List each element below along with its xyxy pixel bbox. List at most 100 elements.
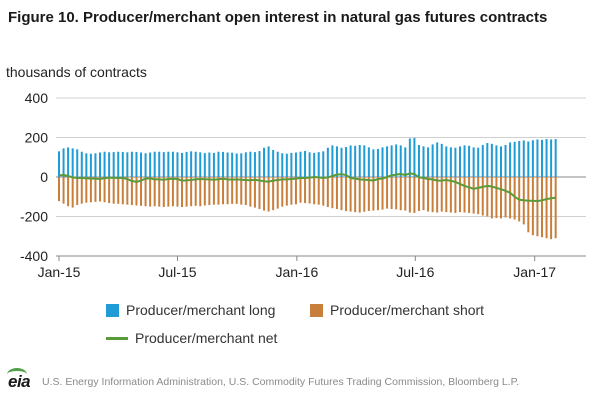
- bar-long: [89, 153, 92, 177]
- bar-short: [167, 177, 170, 207]
- bar-long: [518, 141, 521, 177]
- bar-short: [217, 177, 220, 205]
- bar-long: [67, 147, 70, 177]
- bar-long: [390, 145, 393, 177]
- bar-long: [481, 145, 484, 177]
- bar-long: [99, 152, 102, 177]
- bar-long: [240, 153, 243, 177]
- bar-long: [399, 145, 402, 177]
- bar-long: [376, 148, 379, 177]
- bar-long: [358, 145, 361, 177]
- y-tick-label: -200: [20, 209, 48, 225]
- bar-long: [71, 148, 74, 177]
- legend-long-label: Producer/merchant long: [126, 302, 276, 318]
- bar-long: [276, 151, 279, 177]
- bar-short: [222, 177, 225, 205]
- bar-long: [431, 144, 434, 177]
- legend-short-label: Producer/merchant short: [330, 302, 485, 318]
- bar-long: [203, 153, 206, 177]
- bar-short: [381, 177, 384, 210]
- bar-short: [404, 177, 407, 211]
- bar-long: [326, 147, 329, 177]
- bar-short: [481, 177, 484, 216]
- bar-short: [527, 177, 530, 233]
- bar-long: [235, 153, 238, 177]
- bar-long: [540, 139, 543, 177]
- x-tick-label: Jan-15: [38, 264, 81, 280]
- bar-long: [112, 152, 115, 177]
- bar-long: [395, 144, 398, 177]
- bar-short: [367, 177, 370, 211]
- bar-long: [217, 151, 220, 177]
- bar-short: [94, 177, 97, 202]
- bar-short: [249, 177, 252, 207]
- bar-short: [427, 177, 430, 212]
- bar-long: [404, 147, 407, 177]
- bar-short: [290, 177, 293, 205]
- bar-long: [158, 151, 161, 177]
- bar-short: [304, 177, 307, 204]
- bar-short: [258, 177, 261, 209]
- bar-short: [463, 177, 466, 213]
- bar-long: [281, 153, 284, 177]
- bar-long: [190, 151, 193, 177]
- bar-short: [340, 177, 343, 211]
- bar-short: [108, 177, 111, 204]
- bar-short: [540, 177, 543, 238]
- bar-short: [149, 177, 152, 207]
- bar-long: [445, 146, 448, 177]
- bar-short: [212, 177, 215, 205]
- bar-short: [85, 177, 88, 203]
- bar-long: [313, 152, 316, 177]
- bar-long: [226, 152, 229, 177]
- eia-logo: eia: [7, 368, 31, 392]
- bar-short: [468, 177, 471, 213]
- bar-short: [62, 177, 65, 204]
- bar-long: [536, 139, 539, 177]
- bar-short: [130, 177, 133, 206]
- bar-long: [162, 152, 165, 177]
- bar-long: [181, 152, 184, 177]
- bar-long: [149, 152, 152, 177]
- bar-short: [226, 177, 229, 205]
- bar-short: [103, 177, 106, 203]
- bar-long: [263, 147, 266, 177]
- bar-short: [449, 177, 452, 213]
- bar-short: [499, 177, 502, 219]
- bar-short: [135, 177, 138, 206]
- bar-long: [345, 146, 348, 177]
- bar-long: [354, 145, 357, 177]
- bar-long: [335, 146, 338, 177]
- bar-long: [103, 151, 106, 177]
- bar-long: [222, 151, 225, 177]
- bar-long: [331, 145, 334, 177]
- bar-short: [454, 177, 457, 213]
- bar-long: [417, 145, 420, 177]
- bar-short: [354, 177, 357, 213]
- bar-long: [212, 152, 215, 177]
- bar-long: [171, 151, 174, 177]
- bar-short: [181, 177, 184, 208]
- bar-short: [349, 177, 352, 212]
- y-tick-label: 400: [25, 90, 49, 106]
- bar-long: [554, 139, 557, 177]
- bar-long: [550, 139, 553, 177]
- bar-long: [317, 152, 320, 177]
- bar-long: [422, 146, 425, 177]
- bar-short: [126, 177, 129, 205]
- bar-short: [89, 177, 92, 203]
- bar-long: [427, 147, 430, 177]
- bar-short: [121, 177, 124, 205]
- bar-long: [258, 151, 261, 177]
- legend-long: Producer/merchant long: [106, 302, 275, 318]
- bar-long: [153, 151, 156, 177]
- bar-long: [408, 138, 411, 177]
- bar-long: [477, 147, 480, 177]
- bar-short: [272, 177, 275, 211]
- bar-short: [458, 177, 461, 213]
- bar-short: [326, 177, 329, 208]
- bar-long: [94, 153, 97, 177]
- bar-short: [513, 177, 516, 220]
- source-note: U.S. Energy Information Administration, …: [42, 376, 520, 388]
- bar-short: [263, 177, 266, 211]
